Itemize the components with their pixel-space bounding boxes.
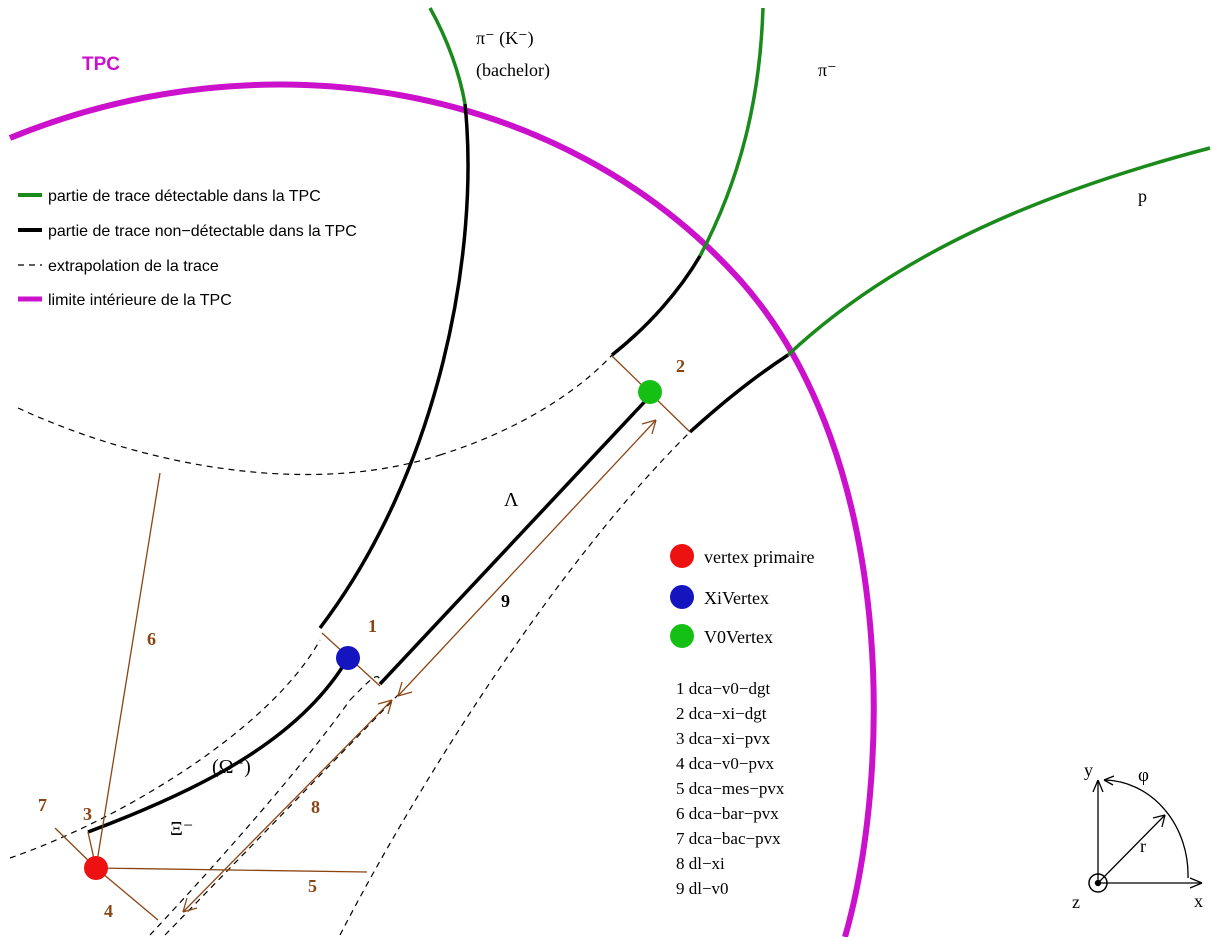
tpc-label: TPC	[82, 54, 120, 75]
z-axis-circle	[1088, 873, 1108, 893]
marker-1: 1	[368, 616, 377, 636]
lambda-track	[378, 394, 652, 686]
phi-arc-arrowhead	[1103, 775, 1115, 786]
definition-7: 7 dca−bac−pvx	[676, 829, 781, 848]
definition-1: 1 dca−v0−dgt	[676, 679, 771, 698]
legend-dot-v0	[670, 624, 694, 648]
axis-label-z: z	[1072, 892, 1080, 912]
marker-7: 7	[38, 795, 47, 815]
definitions-list: 1 dca−v0−dgt 2 dca−xi−dgt 3 dca−xi−pvx 4…	[676, 679, 785, 898]
bachelor-particle-label: π⁻ (K⁻)	[476, 28, 534, 49]
legend-lines: partie de trace détectable dans la TPC p…	[18, 188, 357, 309]
arrowhead-8-end	[377, 699, 393, 715]
legend-text-detectable: partie de trace détectable dans la TPC	[48, 188, 321, 205]
xi-label: Ξ⁻	[170, 818, 193, 840]
marker-2: 2	[676, 356, 685, 376]
extrapolation-bachelor-left	[17, 407, 441, 476]
marker-8: 8	[311, 797, 320, 817]
lambda-label: Λ	[504, 489, 519, 511]
definition-6: 6 dca−bar−pvx	[676, 804, 779, 823]
r-vector-arrowhead	[1152, 814, 1166, 828]
definition-9: 9 dl−v0	[676, 879, 729, 898]
marker-9: 9	[501, 591, 510, 611]
definition-5: 5 dca−mes−pvx	[676, 779, 785, 798]
definition-8: 8 dl−xi	[676, 854, 725, 873]
pion-track-detectable	[698, 7, 765, 257]
bachelor-track-nondetectable	[318, 103, 470, 630]
y-axis-arrowhead	[1092, 779, 1104, 793]
omega-label: (Ω⁻)	[212, 756, 251, 778]
extrapolation-bachelor-lower	[9, 639, 321, 859]
marker-4: 4	[104, 901, 113, 921]
legend-text-xi: XiVertex	[704, 588, 769, 608]
axis-label-phi: φ	[1138, 765, 1149, 786]
axis-label-r: r	[1140, 836, 1146, 856]
z-axis-dot	[1094, 879, 1102, 887]
coordinate-system	[1088, 775, 1203, 893]
tpc-inner-boundary	[8, 81, 877, 937]
proton-track-detectable	[786, 146, 1211, 357]
pion-label: π⁻	[818, 60, 837, 80]
marker-3: 3	[83, 804, 92, 824]
definition-4: 4 dca−v0−pvx	[676, 754, 775, 773]
arrowhead-8-start	[182, 897, 198, 913]
bachelor-role-label: (bachelor)	[476, 60, 550, 81]
axis-label-y: y	[1084, 760, 1093, 780]
legend-vertices: vertex primaire XiVertex V0Vertex	[670, 544, 814, 648]
v0-vertex	[638, 380, 662, 404]
pion-track-nondetectable	[610, 255, 702, 357]
definition-3: 3 dca−xi−pvx	[676, 729, 771, 748]
extrapolation-v0-line	[164, 694, 399, 936]
extrapolation-pion-tail	[439, 354, 613, 456]
xi-vertex	[336, 646, 360, 670]
primary-vertex	[84, 856, 108, 880]
measure-line-8	[182, 699, 393, 913]
legend-dot-xi	[670, 585, 694, 609]
extrapolation-lambda-back	[349, 676, 381, 701]
legend-text-primary: vertex primaire	[704, 547, 814, 567]
legend-text-v0: V0Vertex	[704, 627, 773, 647]
proton-label: p	[1138, 186, 1147, 206]
extrapolation-proton-back	[339, 431, 691, 936]
measure-line-9	[397, 419, 657, 697]
measure-line-4	[95, 867, 159, 921]
phi-arc	[1103, 779, 1189, 879]
definition-2: 2 dca−xi−dgt	[676, 704, 767, 723]
legend-text-extrapolation: extrapolation de la trace	[48, 258, 219, 275]
r-vector	[1097, 814, 1166, 884]
marker-6: 6	[147, 629, 156, 649]
measure-line-5	[95, 867, 368, 873]
arrowhead-9-end	[641, 419, 657, 435]
legend-text-tpc-limit: limite intérieure de la TPC	[48, 292, 232, 309]
arrowhead-9-start	[397, 681, 413, 697]
marker-5: 5	[308, 876, 317, 896]
x-axis-arrowhead	[1189, 877, 1203, 889]
legend-dot-primary	[670, 544, 694, 568]
measure-line-6	[95, 472, 161, 869]
proton-track-nondetectable	[688, 353, 789, 434]
axis-label-x: x	[1194, 891, 1203, 911]
xi-track	[87, 657, 350, 834]
bachelor-track-detectable	[428, 7, 467, 105]
legend-text-nondetectable: partie de trace non−détectable dans la T…	[48, 223, 357, 240]
